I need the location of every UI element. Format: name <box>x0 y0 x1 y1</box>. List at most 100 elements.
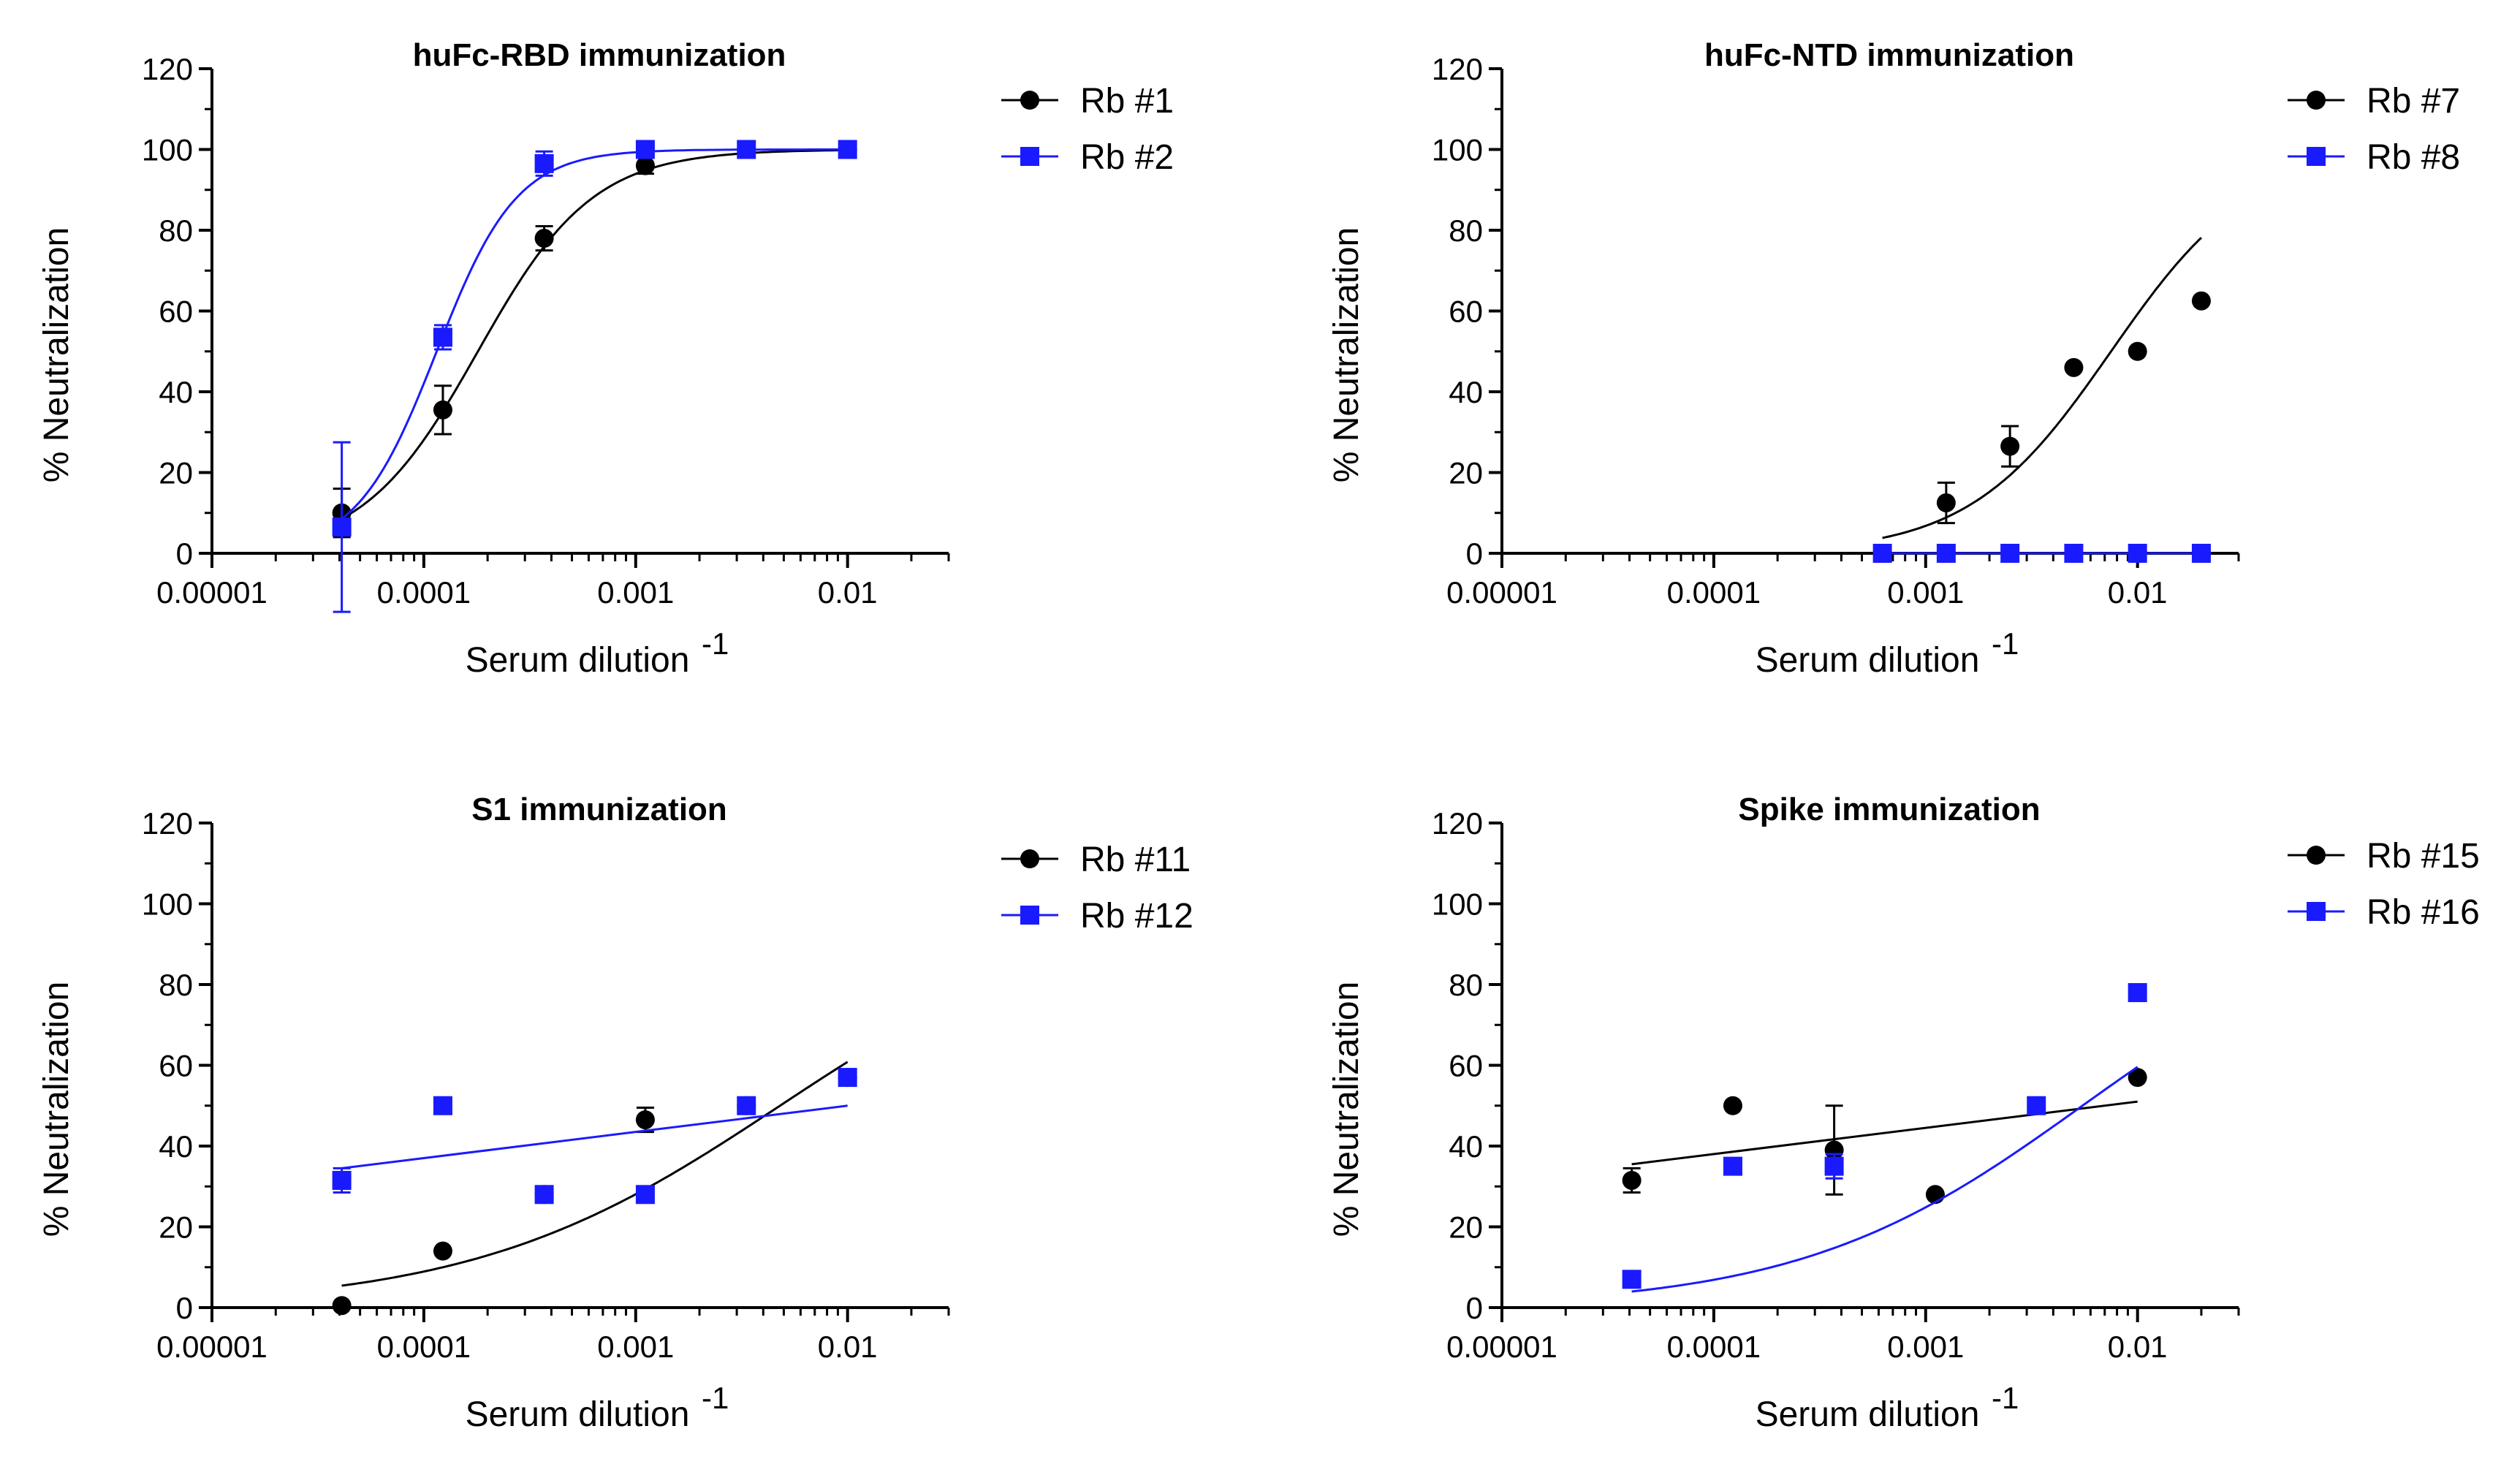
y-tick-label: 20 <box>159 1210 193 1245</box>
data-point <box>1936 493 1956 512</box>
data-point <box>635 156 655 175</box>
data-point <box>433 1096 452 1115</box>
chart-panel-3: S1 immunization 0 20 40 60 80 100 120 0.00001 0.0… <box>37 792 1193 1434</box>
y-tick-label: 120 <box>1432 806 1483 841</box>
y-axis-label: % Neutralization <box>1327 982 1366 1237</box>
data-point <box>635 1185 655 1205</box>
x-tick-label: 0.01 <box>2108 575 2168 610</box>
chart-title: huFc-NTD immunization <box>1704 37 2074 73</box>
legend-marker <box>1020 906 1039 925</box>
y-tick-label: 120 <box>142 52 193 86</box>
x-axis-label: Serum dilution <box>466 641 690 680</box>
data-point <box>332 1170 352 1190</box>
x-tick-label: 0.00001 <box>1446 575 1557 610</box>
series-1 <box>1622 1068 2147 1205</box>
x-tick-label: 0.01 <box>818 1330 878 1364</box>
series-2 <box>1622 983 2147 1293</box>
legend-entry-2: Rb #2 <box>1001 138 1174 177</box>
x-axis-label: Serum dilution <box>466 1395 690 1434</box>
x-tick-label: 0.001 <box>597 1330 674 1364</box>
y-tick-label: 80 <box>159 213 193 248</box>
data-point <box>1723 1096 1742 1115</box>
chart-panel-1: huFc-RBD immunization 0 20 40 60 80 100 120 0.00… <box>37 37 1174 680</box>
series-2 <box>1872 544 2211 563</box>
legend-label: Rb #1 <box>1080 82 1174 121</box>
data-point <box>534 153 554 173</box>
y-tick-label: 0 <box>1466 1291 1483 1325</box>
y-tick-label: 0 <box>176 1291 193 1325</box>
legend-marker <box>2307 147 2326 166</box>
y-tick-label: 20 <box>159 456 193 490</box>
data-point <box>2064 357 2084 377</box>
y-axis-label: % Neutralization <box>1327 227 1366 483</box>
x-axis-label-superscript: -1 <box>1992 1381 2019 1415</box>
legend-entry-2: Rb #12 <box>1001 897 1193 936</box>
y-tick-label: 80 <box>159 968 193 1002</box>
x-tick-label: 0.0001 <box>1667 1330 1761 1364</box>
x-axis-label-group: Serum dilution -1 <box>466 626 729 680</box>
legend-label: Rb #2 <box>1080 138 1174 177</box>
chart-panel-2: huFc-NTD immunization 0 20 40 60 80 100 120 0.00… <box>1327 37 2460 680</box>
data-point <box>332 1296 352 1316</box>
x-tick-label: 0.001 <box>1887 1330 1964 1364</box>
legend-entry-1: Rb #11 <box>1001 841 1191 879</box>
fit-curve <box>341 148 848 520</box>
y-tick-label: 100 <box>1432 887 1483 922</box>
y-axis-label: % Neutralization <box>37 227 76 483</box>
x-axis-label: Serum dilution <box>1756 641 1980 680</box>
y-tick-label: 100 <box>142 133 193 167</box>
y-tick-label: 40 <box>1449 375 1483 409</box>
y-tick-label: 60 <box>159 295 193 329</box>
x-tick-label: 0.0001 <box>1667 575 1761 610</box>
data-point <box>534 1185 554 1205</box>
x-tick-label: 0.00001 <box>1446 1330 1557 1364</box>
x-tick-label: 0.01 <box>818 575 878 610</box>
fit-curve <box>341 148 848 520</box>
legend-label: Rb #7 <box>2367 82 2460 121</box>
y-tick-label: 40 <box>159 1129 193 1164</box>
legend-entry-1: Rb #15 <box>2288 837 2480 876</box>
legend-marker <box>1020 849 1039 868</box>
y-tick-label: 60 <box>159 1049 193 1083</box>
legend-entry-2: Rb #8 <box>2288 138 2460 177</box>
data-point <box>2000 544 2020 563</box>
y-tick-label: 80 <box>1449 213 1483 248</box>
fit-curve <box>1882 237 2203 539</box>
data-point <box>433 1241 452 1261</box>
fit-curve <box>1631 1100 2138 1166</box>
legend-label: Rb #16 <box>2367 893 2480 932</box>
series-1 <box>332 1061 857 1316</box>
data-point <box>332 517 352 537</box>
legend-marker <box>1020 147 1039 166</box>
series-1 <box>1882 237 2211 539</box>
legend-marker <box>2307 846 2326 865</box>
data-point <box>838 140 857 159</box>
legend-entry-1: Rb #1 <box>1001 82 1174 121</box>
legend-entry-1: Rb #7 <box>2288 82 2460 121</box>
data-point <box>838 1068 857 1088</box>
data-point <box>1622 1170 1642 1190</box>
y-tick-label: 120 <box>142 806 193 841</box>
x-tick-label: 0.0001 <box>377 575 471 610</box>
legend-entry-2: Rb #16 <box>2288 893 2480 932</box>
data-point <box>1622 1270 1642 1289</box>
data-point <box>1723 1156 1742 1176</box>
y-tick-label: 40 <box>1449 1129 1483 1164</box>
series-2 <box>332 1068 857 1205</box>
legend-marker <box>2307 91 2326 110</box>
x-tick-label: 0.00001 <box>156 1330 267 1364</box>
data-point <box>2128 1068 2147 1088</box>
legend-label: Rb #15 <box>2367 837 2480 876</box>
legend-marker <box>2307 902 2326 921</box>
legend-marker <box>1020 91 1039 110</box>
x-tick-label: 0.00001 <box>156 575 267 610</box>
chart-title: S1 immunization <box>471 792 727 827</box>
data-point <box>2000 436 2020 456</box>
x-tick-label: 0.01 <box>2108 1330 2168 1364</box>
data-point <box>2191 291 2211 311</box>
data-point <box>1824 1156 1844 1176</box>
y-tick-label: 20 <box>1449 456 1483 490</box>
x-axis-label-superscript: -1 <box>1992 626 2019 661</box>
x-axis-label: Serum dilution <box>1756 1395 1980 1434</box>
